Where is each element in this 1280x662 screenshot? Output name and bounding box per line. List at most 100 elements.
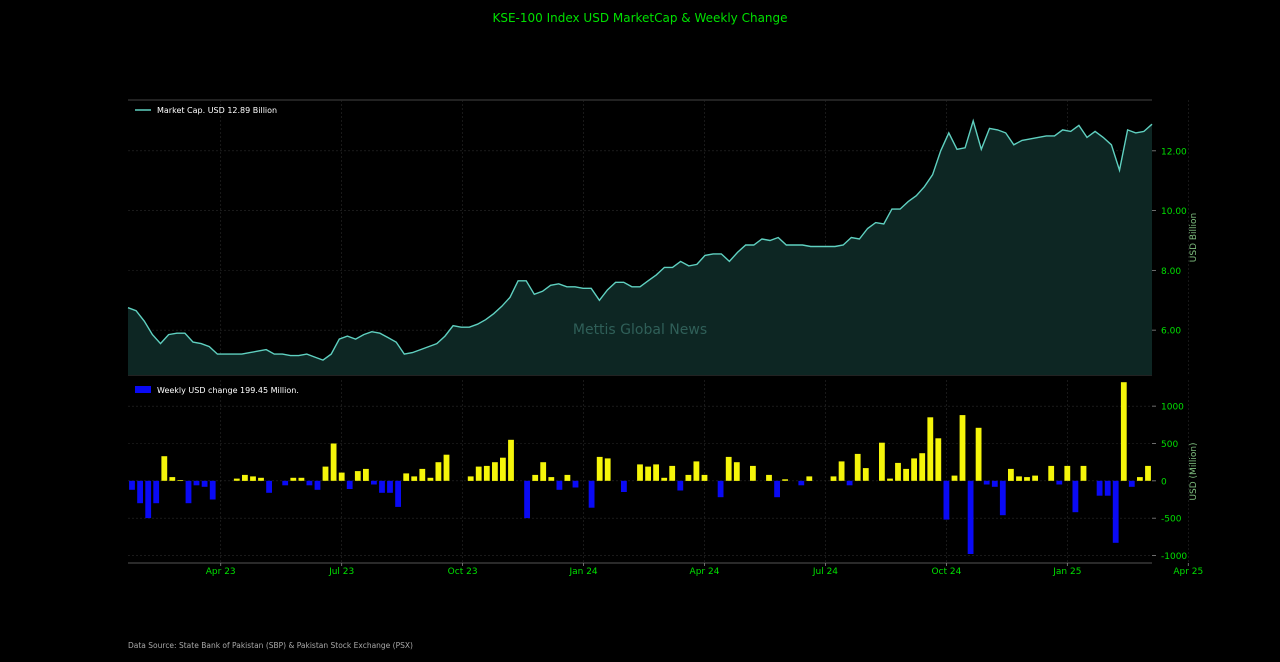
weekly-change-bar <box>193 480 200 486</box>
x-tick-label: Oct 23 <box>448 567 478 577</box>
weekly-change-bar <box>806 476 813 481</box>
weekly-change-bar <box>201 480 208 487</box>
weekly-change-bar <box>137 480 143 504</box>
weekly-change-bar <box>556 480 563 490</box>
weekly-change-bar <box>887 478 893 481</box>
weekly-change-bar <box>1137 477 1143 481</box>
weekly-change-bar <box>306 480 313 486</box>
weekly-change-bar <box>1112 480 1119 543</box>
x-tick-label: Jul 24 <box>812 567 838 577</box>
weekly-change-bar <box>161 456 168 481</box>
weekly-change-bar <box>354 471 361 481</box>
weekly-change-bar <box>1008 468 1014 481</box>
weekly-change-bar <box>766 474 772 481</box>
weekly-change-bar <box>838 461 845 481</box>
weekly-change-bar <box>572 480 579 488</box>
weekly-change-bar <box>564 474 571 481</box>
x-tick-label: Apr 25 <box>1173 567 1203 577</box>
weekly-change-bar <box>943 480 950 520</box>
weekly-change-bar <box>346 480 353 489</box>
weekly-change-bar <box>637 464 643 481</box>
weekly-change-bar <box>209 480 216 500</box>
weekly-change-bar <box>782 479 788 481</box>
weekly-change-bar <box>443 454 450 481</box>
weekly-change-bar <box>935 438 942 481</box>
bottom-y-tick-label: 0 <box>1161 477 1167 487</box>
weekly-change-bar <box>435 462 442 481</box>
weekly-change-bar <box>1056 480 1063 485</box>
weekly-change-bar <box>669 465 676 481</box>
weekly-change-bar <box>991 480 998 487</box>
weekly-change-bar <box>500 457 506 481</box>
weekly-change-bar <box>1096 480 1103 496</box>
weekly-change-bar <box>427 477 434 481</box>
weekly-change-bar <box>395 480 401 507</box>
bottom-y-tick-label: -500 <box>1161 515 1182 525</box>
weekly-change-bar <box>1120 382 1127 481</box>
weekly-change-bar <box>830 476 837 481</box>
weekly-change-bar <box>1024 477 1030 481</box>
top-y-tick-label: 6.00 <box>1161 327 1181 337</box>
top-y-tick-label: 12.00 <box>1161 147 1187 157</box>
weekly-change-bar <box>524 480 530 519</box>
market-cap-area <box>128 120 1152 376</box>
weekly-change-bar <box>879 442 885 481</box>
weekly-change-bar <box>1104 480 1111 496</box>
bottom-y-tick-label: 1000 <box>1161 403 1184 413</box>
weekly-change-bar <box>903 468 909 481</box>
weekly-change-bar <box>330 443 337 481</box>
weekly-change-bar <box>927 417 934 481</box>
weekly-change-bar <box>492 462 498 481</box>
weekly-change-bar <box>983 480 990 485</box>
x-tick-label: Jul 23 <box>328 567 354 577</box>
weekly-change-bar <box>290 477 297 481</box>
weekly-change-bar <box>467 476 474 481</box>
weekly-change-bar <box>685 474 692 481</box>
weekly-change-bar <box>911 458 917 481</box>
top-legend-label: Market Cap. USD 12.89 Billion <box>157 106 277 115</box>
weekly-change-bar <box>403 473 410 481</box>
x-tick-label: Jan 25 <box>1052 567 1081 577</box>
weekly-change-bar <box>233 478 240 481</box>
weekly-change-bar <box>483 465 490 481</box>
weekly-change-bar <box>1032 475 1038 481</box>
weekly-change-bar <box>363 468 369 481</box>
weekly-change-bar <box>951 475 958 481</box>
weekly-change-bar <box>475 466 482 481</box>
bottom-y-axis-label: USD (Million) <box>1189 442 1199 500</box>
bottom-y-tick-label: -1000 <box>1161 552 1187 562</box>
weekly-change-bar <box>999 480 1006 516</box>
watermark: Mettis Global News <box>573 322 707 338</box>
weekly-change-bar <box>798 480 805 486</box>
bottom-legend-swatch <box>135 386 151 393</box>
weekly-change-bar <box>701 474 708 481</box>
weekly-change-bar <box>266 480 272 493</box>
weekly-change-bar <box>677 480 684 491</box>
weekly-change-bar <box>314 480 321 490</box>
weekly-change-bar <box>322 466 329 481</box>
weekly-change-bar <box>1080 465 1087 481</box>
weekly-change-bar <box>653 464 659 481</box>
weekly-change-bar <box>548 477 555 481</box>
weekly-change-bar <box>725 456 732 481</box>
weekly-change-bar <box>604 458 611 481</box>
weekly-change-bar <box>959 415 966 481</box>
weekly-change-bar <box>258 477 264 481</box>
weekly-change-bar <box>145 480 152 519</box>
top-y-axis-label: USD Billion <box>1189 213 1199 262</box>
weekly-change-bar <box>508 439 514 481</box>
weekly-change-bar <box>371 480 377 485</box>
weekly-change-bar <box>1145 465 1151 481</box>
weekly-change-bar <box>129 480 135 490</box>
top-y-tick-label: 8.00 <box>1161 267 1181 277</box>
weekly-change-bar <box>975 427 982 481</box>
weekly-change-bar <box>621 480 627 492</box>
weekly-change-bar <box>185 480 192 504</box>
weekly-change-bar <box>895 462 901 481</box>
weekly-change-bar <box>419 468 426 481</box>
x-tick-label: Oct 24 <box>931 567 961 577</box>
weekly-change-bar <box>250 476 256 481</box>
x-tick-label: Jan 24 <box>568 567 597 577</box>
